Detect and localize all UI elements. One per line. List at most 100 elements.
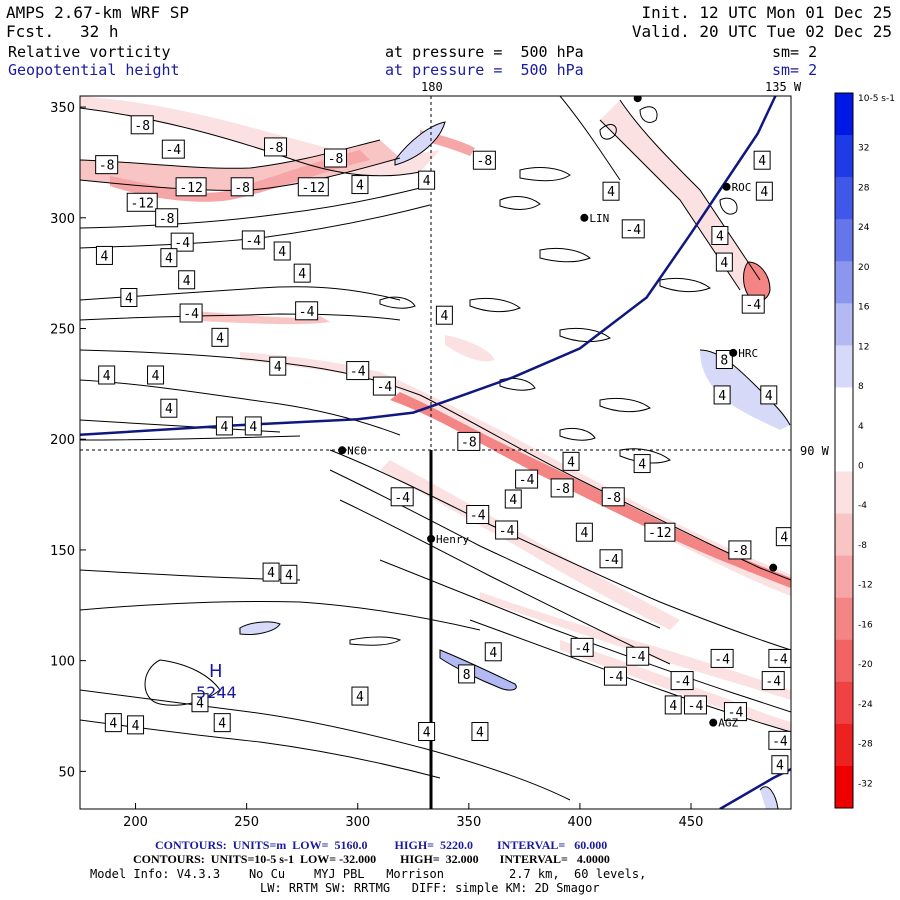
contour-label-box xyxy=(670,671,694,691)
contour-label: -4 xyxy=(772,734,788,749)
contour-label: -8 xyxy=(268,141,284,156)
contour-label: 4 xyxy=(278,245,286,260)
contour-label-box xyxy=(160,398,178,418)
negative-vorticity-band xyxy=(390,392,791,588)
contour-label-box xyxy=(741,294,765,314)
contour-label: 4 xyxy=(423,174,431,189)
colorbar-swatch xyxy=(835,723,853,767)
colorbar-tick-label: -20 xyxy=(858,660,873,670)
contour-label-box xyxy=(269,356,287,376)
contour-label: -4 xyxy=(299,305,315,320)
contour-label-box xyxy=(723,702,747,722)
colorbar-tick-label: 24 xyxy=(858,223,870,233)
contour-label: -4 xyxy=(350,365,366,380)
contour-label: 4 xyxy=(216,331,224,346)
contour-label-box xyxy=(155,208,179,228)
contour-label: -4 xyxy=(745,298,761,313)
negative-vorticity-band xyxy=(445,335,495,362)
negative-vorticity-band xyxy=(380,460,680,630)
contour-label: -4 xyxy=(574,641,590,656)
station-label: NCO xyxy=(347,444,367,457)
contour-label-box xyxy=(458,664,476,684)
contour-label-box xyxy=(621,219,645,239)
contour-label-box xyxy=(147,365,165,385)
colorbar-swatch xyxy=(835,135,853,178)
contour-label: -12 xyxy=(130,196,153,211)
y-tick-label: 300 xyxy=(50,212,75,227)
contour-label-box xyxy=(626,646,650,666)
contour-label: 4 xyxy=(101,249,109,264)
contour-label-box xyxy=(728,540,752,560)
colorbar-swatch xyxy=(835,345,853,388)
contour-label: -8 xyxy=(477,154,493,169)
x-tick-label: 300 xyxy=(345,815,370,830)
high-value: 5244 xyxy=(196,683,237,702)
contour-label: -4 xyxy=(625,223,641,238)
station-label: HRC xyxy=(738,347,758,360)
contour-label-box xyxy=(126,192,158,212)
contour-label-box xyxy=(324,148,348,168)
contour-label-box xyxy=(484,642,502,662)
contour-label-box xyxy=(264,137,288,157)
station-label: Henry xyxy=(436,533,469,546)
station-dot xyxy=(338,446,347,455)
colorbar-tick-label: -24 xyxy=(858,700,873,710)
contour-label-box xyxy=(603,666,627,686)
contour-label-box xyxy=(346,361,370,381)
contour-label-box xyxy=(211,327,229,347)
contour-label-box xyxy=(213,713,231,733)
contour-label: 4 xyxy=(298,267,306,282)
colorbar-swatch xyxy=(835,303,853,346)
contour-label-box xyxy=(130,115,154,135)
contour-label-box xyxy=(175,177,207,197)
colorbar-tick-label: 16 xyxy=(858,303,870,313)
colorbar-tick-label: 0 xyxy=(858,462,864,472)
contour-label-box xyxy=(472,150,496,170)
colorbar-tick-label: 4 xyxy=(858,422,864,432)
colorbar-swatch xyxy=(835,261,853,304)
contour-label-box xyxy=(504,489,522,509)
contour-label: 4 xyxy=(607,185,615,200)
y-tick-label: 200 xyxy=(50,433,75,448)
colorbar-tick-label: -8 xyxy=(858,541,867,551)
contour-label: 4 xyxy=(780,531,788,546)
contour-label-box xyxy=(178,270,196,290)
positive-vorticity-band xyxy=(760,786,778,809)
contour-label: -12 xyxy=(648,526,671,541)
contour-label: 4 xyxy=(476,726,484,741)
contour-label-box xyxy=(98,365,116,385)
contour-label-box xyxy=(760,385,778,405)
contour-label-box xyxy=(550,478,574,498)
colorbar-swatch xyxy=(835,681,853,725)
contour-label-box xyxy=(599,549,623,569)
colorbar-swatch xyxy=(835,177,853,220)
contour-label-box xyxy=(710,648,734,668)
contour-label: 4 xyxy=(132,719,140,734)
colorbar-swatch xyxy=(835,387,853,430)
high-marker: H xyxy=(209,661,223,682)
contour-label-box xyxy=(191,693,209,713)
contour-label-box xyxy=(562,451,580,471)
colorbar-unit: 10-5 s-1 xyxy=(858,94,895,104)
contour-label: -8 xyxy=(732,544,748,559)
colorbar-swatch xyxy=(835,513,853,557)
contour-label-box xyxy=(120,288,138,307)
colorbar-tick-label: -16 xyxy=(858,620,873,630)
contour-label: -8 xyxy=(328,152,344,167)
colorbar-tick-label: 8 xyxy=(858,382,864,392)
contour-label: 4 xyxy=(758,154,766,169)
contour-label-box xyxy=(713,385,731,405)
x-tick-label: 400 xyxy=(568,815,593,830)
colorbar-tick-label: -28 xyxy=(858,740,873,750)
contour-label: 4 xyxy=(489,646,497,661)
contour-label-box xyxy=(664,695,682,715)
positive-vorticity-band xyxy=(395,122,445,165)
level-geopotential: at pressure = 500 hPa xyxy=(385,61,584,79)
contour-label: -8 xyxy=(134,119,150,134)
station-dot xyxy=(729,348,738,357)
positive-vorticity-band xyxy=(238,621,280,635)
x-tick-label: 450 xyxy=(679,815,704,830)
contour-label: 4 xyxy=(638,458,646,473)
contour-label: -4 xyxy=(394,491,410,506)
contour-label: 4 xyxy=(152,369,160,384)
